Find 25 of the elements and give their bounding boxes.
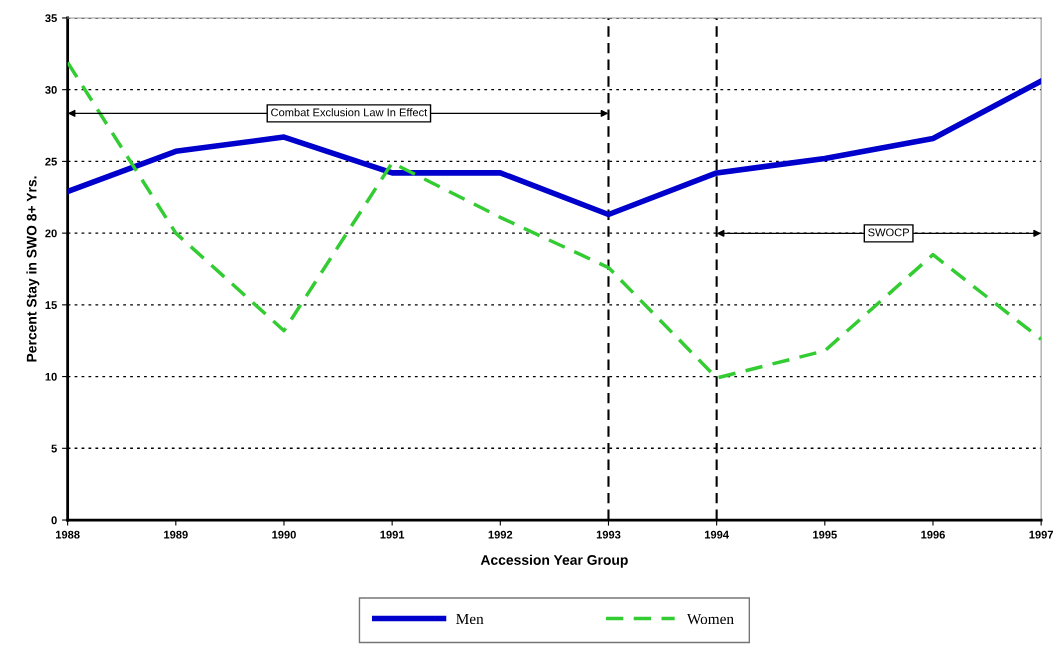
x-tick-label: 1996	[921, 530, 945, 539]
x-tick-label: 1991	[380, 530, 405, 539]
x-tick-label: 1997	[1029, 530, 1054, 539]
line-series	[67, 60, 1042, 380]
x-tick-label: 1993	[596, 530, 621, 539]
x-tick-label: 1994	[704, 530, 729, 539]
x-tick-label: 1992	[488, 530, 513, 539]
y-tick-label: 10	[45, 372, 57, 381]
y-tick-label: 0	[51, 516, 57, 525]
legend-label: Women	[686, 613, 734, 625]
x-tick-label: 1995	[813, 530, 837, 539]
y-tick-label: 15	[45, 301, 57, 309]
y-tick-label: 30	[45, 85, 57, 94]
y-tick-label: 25	[45, 157, 57, 166]
annotation: SWOCP	[868, 228, 910, 237]
x-tick-label: 1988	[55, 530, 80, 539]
y-tick-label: 35	[45, 14, 57, 23]
y-tick-label: 5	[51, 444, 57, 453]
x-tick-label: 1989	[164, 530, 188, 539]
y-axis-title: Percent Stay in SWO 8+ Yrs.	[26, 176, 40, 362]
annotation: Combat Exclusion Law In Effect	[271, 108, 428, 117]
y-tick-label: 20	[45, 229, 57, 238]
legend-label: Men	[456, 613, 484, 625]
x-tick-label: 1990	[272, 530, 296, 539]
x-axis-title: Accession Year Group	[480, 554, 628, 568]
